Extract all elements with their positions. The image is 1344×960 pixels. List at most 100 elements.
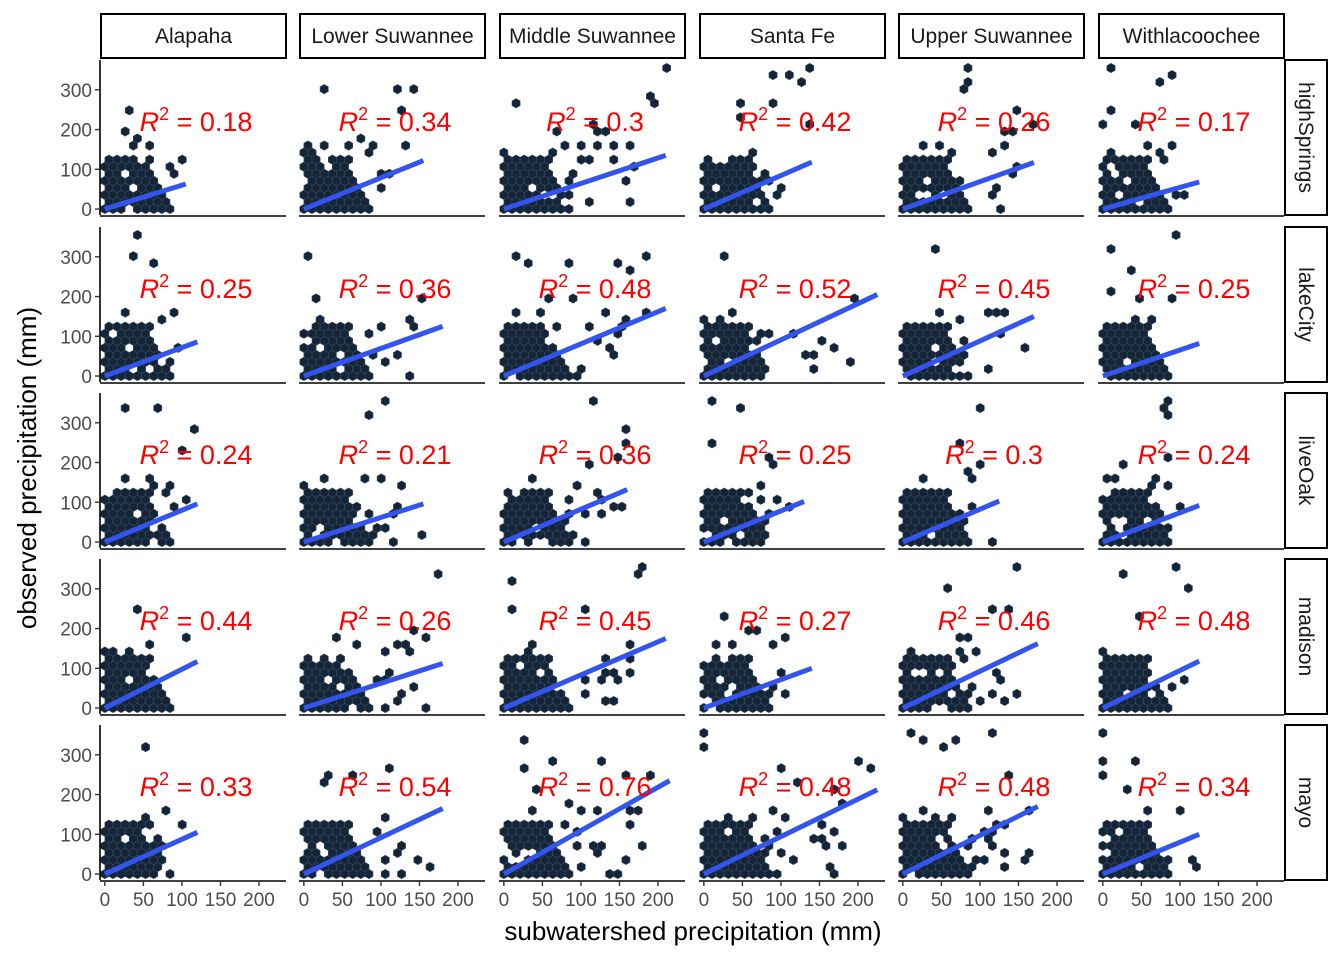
r2-prefix: R	[140, 772, 160, 802]
hexbin	[910, 321, 920, 332]
hexbin	[1163, 452, 1173, 463]
hexbin	[336, 321, 345, 332]
x-tick-label: 0	[299, 890, 310, 911]
x-tick-label: 200	[1041, 890, 1073, 911]
hexbin	[141, 742, 150, 753]
hexbin	[528, 819, 537, 830]
hexbin	[943, 583, 952, 594]
r2-prefix: R	[339, 606, 359, 636]
hexbin	[625, 667, 635, 678]
hexbin	[805, 62, 815, 74]
fit-line	[503, 153, 667, 212]
hexbin	[609, 667, 619, 678]
hexbin	[609, 695, 619, 707]
hexbin	[728, 154, 737, 165]
hexbin	[589, 395, 598, 407]
hexbin	[1143, 140, 1152, 151]
hexbin	[711, 639, 721, 650]
hexbin	[744, 487, 753, 498]
hexbin	[927, 154, 936, 165]
hexbin	[918, 735, 928, 746]
hexbin	[528, 805, 537, 816]
hexbin	[336, 487, 345, 498]
panel: R2 = 0.48	[1098, 561, 1250, 714]
hexbin	[601, 307, 610, 318]
r2-equals: =	[768, 440, 799, 470]
hexbin	[756, 328, 766, 339]
hexbin	[124, 646, 134, 657]
hexbin	[776, 847, 786, 858]
hexbin	[503, 819, 513, 830]
hexbin	[597, 756, 606, 767]
hexbin-layer	[299, 569, 443, 714]
hexbin	[1110, 473, 1120, 484]
r2-label: R2 = 0.48	[739, 769, 852, 802]
panels: R2 = 0.18 R2 = 0.34 R2 = 0.3 R2 = 0.42 R2 = …	[100, 62, 1250, 880]
hexbin	[703, 819, 713, 830]
hexbin	[1028, 119, 1038, 130]
hexbin	[585, 196, 594, 208]
r2-value: 0.48	[998, 772, 1051, 802]
r2-equals: =	[568, 772, 599, 802]
hexbin	[348, 770, 358, 781]
r2-prefix: R	[739, 606, 759, 636]
hexbin	[898, 812, 908, 823]
hexbin	[971, 646, 981, 657]
y-tick-label: 100	[60, 659, 92, 680]
hexbin	[780, 632, 790, 643]
column-strip-box	[299, 13, 486, 59]
fit-line	[901, 314, 1035, 379]
hexbin	[768, 805, 778, 816]
hexbin	[1098, 756, 1108, 767]
x-axis: 0 50 100 150 200	[499, 880, 685, 911]
row-strip: lakeCity	[1284, 226, 1328, 383]
r2-prefix: R	[339, 772, 359, 802]
panel: R2 = 0.25	[1098, 229, 1250, 382]
hexbin	[190, 424, 199, 435]
hexbin	[984, 805, 993, 816]
hexbin	[951, 735, 961, 746]
hexbin	[996, 203, 1005, 215]
hexbin	[380, 812, 390, 823]
hexbin	[511, 819, 521, 830]
hexbin	[1012, 561, 1022, 573]
hexbin	[935, 653, 944, 664]
r2-superscript: 2	[1157, 603, 1167, 623]
hexbin	[918, 487, 928, 498]
fit-line	[1101, 503, 1201, 545]
hexbin	[910, 154, 920, 165]
x-axis: 0 50 100 150 200	[699, 880, 885, 911]
fit-line	[702, 292, 879, 379]
hexbin	[507, 604, 517, 615]
r2-prefix: R	[339, 440, 359, 470]
hexbin	[1020, 342, 1030, 353]
hexbin	[621, 854, 631, 865]
column-strip-box	[1098, 13, 1285, 59]
r2-superscript: 2	[159, 437, 169, 457]
hexbin	[303, 251, 313, 262]
hexbin	[585, 154, 594, 165]
x-tick-label: 0	[699, 890, 710, 911]
hexbin	[1106, 105, 1116, 116]
r2-value: 0.45	[998, 274, 1051, 304]
hexbin	[768, 639, 778, 650]
hexbin	[393, 349, 402, 360]
x-tick-label: 200	[442, 890, 474, 911]
hexbin	[380, 356, 390, 367]
y-tick-label: 200	[60, 288, 92, 309]
r2-value: 0.26	[998, 107, 1051, 137]
hexbin	[1118, 653, 1128, 664]
row-strip-box	[1284, 724, 1328, 881]
panel: R2 = 0.46	[898, 561, 1050, 714]
column-strip-box	[699, 13, 886, 59]
panel: R2 = 0.21	[299, 395, 451, 548]
x-tick-label: 50	[931, 890, 952, 911]
hexbin	[519, 819, 529, 830]
hexbin	[597, 840, 606, 851]
hexbin	[311, 819, 321, 830]
hexbin	[380, 854, 390, 865]
hexbin	[1127, 653, 1136, 664]
column-strip-label: Lower Suwannee	[311, 25, 473, 48]
hexbin	[1127, 487, 1136, 498]
hexbin	[1179, 189, 1189, 200]
